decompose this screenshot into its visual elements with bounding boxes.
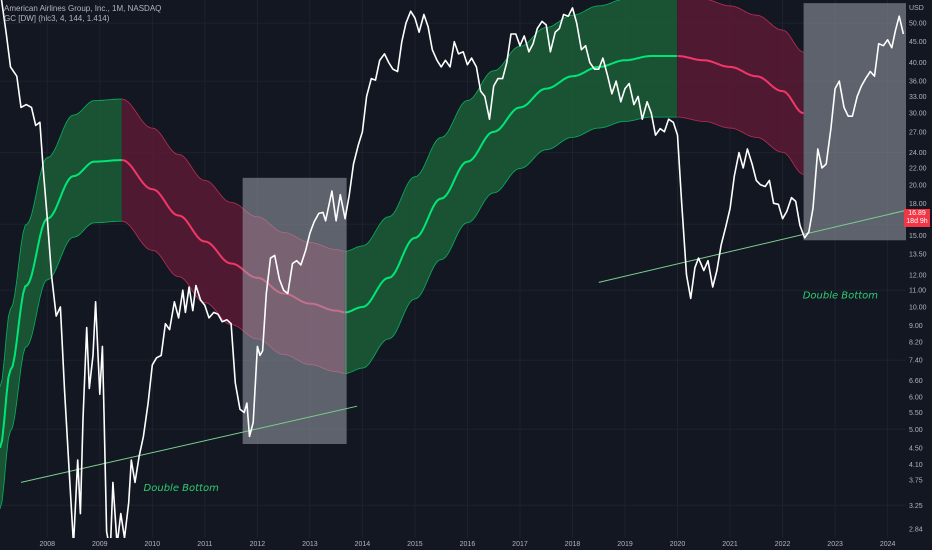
highlight-box-2	[803, 3, 906, 241]
band-lower-0	[0, 220, 122, 510]
indicator-legend[interactable]: GC [DW] (hlc3, 4, 144, 1.414)	[4, 14, 110, 23]
last-price-value: 16.89	[908, 209, 926, 217]
y-tick-label: 3.75	[909, 478, 923, 485]
cycle-band	[0, 0, 804, 510]
band-upper-2	[345, 0, 621, 252]
x-tick-label-2023: 2023	[827, 541, 843, 548]
x-tick-label-2018: 2018	[565, 541, 581, 548]
band-upper-0	[0, 98, 122, 387]
chart-legend: American Airlines Group, Inc., 1M, NASDA…	[4, 4, 161, 24]
band-upper-3	[707, 0, 804, 53]
y-tick-label: 15.00	[909, 233, 927, 240]
trendline-2	[598, 209, 907, 283]
x-tick-label-2008: 2008	[39, 541, 55, 548]
y-tick-label: 30.00	[909, 111, 927, 118]
y-tick-label: 4.50	[909, 445, 923, 452]
x-tick-label-2024: 2024	[880, 541, 896, 548]
y-tick-label: 10.00	[909, 305, 927, 312]
y-tick-label: 22.00	[909, 165, 927, 172]
y-tick-label: 33.00	[909, 94, 927, 101]
y-tick-label: 50.00	[909, 21, 927, 28]
y-tick-label: 11.00	[909, 288, 926, 295]
y-tick-label: 40.00	[909, 60, 927, 67]
band-fill-3	[677, 0, 804, 175]
y-tick-label: 13.50	[909, 252, 927, 259]
x-axis[interactable]: 2008 2009 2010 2011 2012 2013 2014 2015 2016 2017…	[0, 538, 932, 550]
band-center-0	[0, 159, 122, 449]
y-tick-label: 5.00	[909, 427, 923, 434]
y-tick-label: 20.00	[909, 182, 927, 189]
x-tick-label-2012: 2012	[250, 541, 266, 548]
y-tick-label: 24.00	[909, 150, 927, 157]
x-tick-label-2011: 2011	[197, 541, 212, 548]
x-tick-label-2019: 2019	[617, 541, 633, 548]
y-tick-label: 6.00	[909, 395, 923, 402]
y-axis-unit: USD	[909, 5, 924, 12]
y-tick-label: 2.84	[909, 527, 923, 534]
symbol-legend[interactable]: American Airlines Group, Inc., 1M, NASDA…	[4, 4, 162, 13]
x-tick-label-2020: 2020	[670, 541, 686, 548]
annotations: Double Bottom Double Bottom	[144, 290, 879, 494]
x-tick-label-2016: 2016	[460, 541, 476, 548]
highlight-box-1	[242, 177, 347, 445]
y-tick-label: 9.00	[909, 323, 923, 330]
x-tick-label-2013: 2013	[302, 541, 318, 548]
x-tick-label-2009: 2009	[92, 541, 108, 548]
y-tick-label: 12.00	[909, 272, 927, 279]
y-tick-label: 6.60	[909, 378, 923, 385]
band-center-2	[345, 55, 677, 314]
y-tick-label: 5.50	[909, 410, 923, 417]
last-price-badge: 16.89 18d 9h	[904, 208, 930, 227]
price-line	[0, 0, 905, 550]
annotation-double-bottom-2: Double Bottom	[803, 290, 879, 301]
trendlines	[20, 209, 907, 483]
y-tick-label: 27.00	[909, 129, 927, 136]
price-line-group	[0, 0, 905, 550]
y-tick-label: 4.10	[909, 462, 923, 469]
x-axis-background	[0, 538, 932, 550]
x-tick-label-2010: 2010	[145, 541, 161, 548]
band-lower-2	[345, 116, 678, 374]
x-tick-label-2021: 2021	[722, 541, 738, 548]
y-axis[interactable]: USD 2.84 3.25 3.75 4.10 4.50 5.00 5.50 6.00 6.60 7…	[906, 0, 932, 550]
x-tick-label-2014: 2014	[355, 541, 371, 548]
annotation-double-bottom-1: Double Bottom	[144, 483, 220, 494]
band-fill-2	[345, 0, 677, 374]
y-tick-label: 8.20	[909, 340, 923, 347]
x-tick-label-2015: 2015	[407, 541, 423, 548]
band-fill-0	[0, 99, 122, 509]
y-tick-label: 18.00	[909, 201, 927, 208]
bar-countdown: 18d 9h	[906, 217, 928, 225]
band-lower-3	[677, 116, 804, 175]
band-center-3	[677, 55, 804, 115]
y-tick-label: 3.25	[909, 503, 923, 510]
y-axis-background	[906, 0, 932, 550]
x-tick-label-2017: 2017	[512, 541, 528, 548]
y-tick-label: 7.40	[909, 358, 923, 365]
y-tick-label: 45.00	[909, 39, 927, 46]
trendline-1	[20, 405, 358, 483]
y-tick-label: 36.00	[909, 79, 927, 86]
x-tick-label-2022: 2022	[775, 541, 791, 548]
